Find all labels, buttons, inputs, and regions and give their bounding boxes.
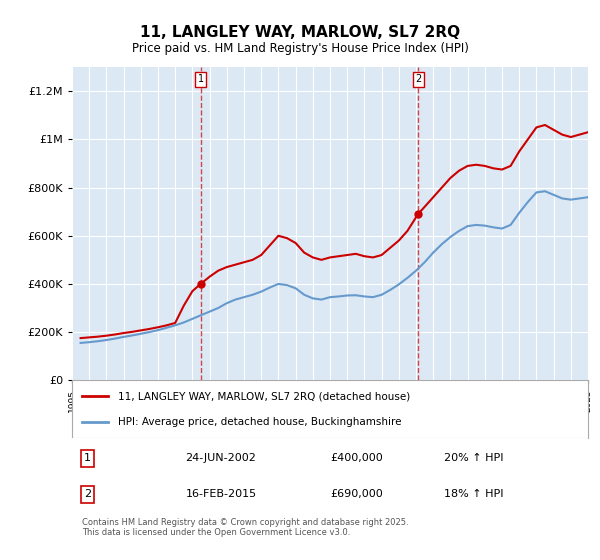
Text: 11, LANGLEY WAY, MARLOW, SL7 2RQ: 11, LANGLEY WAY, MARLOW, SL7 2RQ [140,25,460,40]
Text: 24-JUN-2002: 24-JUN-2002 [185,453,256,463]
Text: 2: 2 [415,74,421,84]
Text: HPI: Average price, detached house, Buckinghamshire: HPI: Average price, detached house, Buck… [118,417,402,427]
Text: 16-FEB-2015: 16-FEB-2015 [185,489,257,500]
Text: Contains HM Land Registry data © Crown copyright and database right 2025.
This d: Contains HM Land Registry data © Crown c… [82,518,409,538]
Text: £400,000: £400,000 [330,453,383,463]
Text: Price paid vs. HM Land Registry's House Price Index (HPI): Price paid vs. HM Land Registry's House … [131,42,469,55]
Text: 18% ↑ HPI: 18% ↑ HPI [443,489,503,500]
Text: 1: 1 [84,453,91,463]
Text: 20% ↑ HPI: 20% ↑ HPI [443,453,503,463]
Text: £690,000: £690,000 [330,489,383,500]
Text: 11, LANGLEY WAY, MARLOW, SL7 2RQ (detached house): 11, LANGLEY WAY, MARLOW, SL7 2RQ (detach… [118,391,410,402]
Text: 2: 2 [84,489,91,500]
Text: 1: 1 [197,74,204,84]
